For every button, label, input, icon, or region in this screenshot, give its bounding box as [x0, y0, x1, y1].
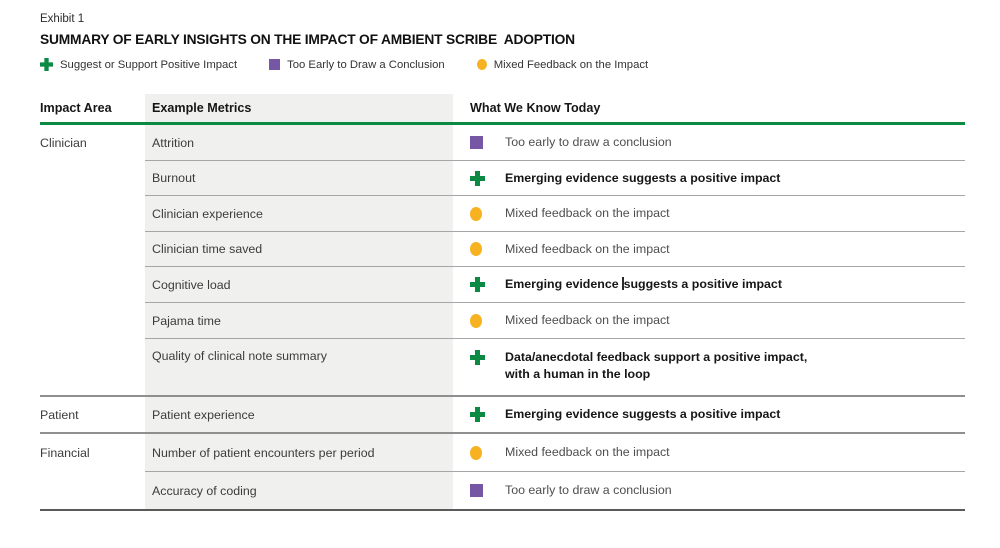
too-early-square-icon	[269, 59, 281, 70]
table-row: Clinician experience Mixed feedback on t…	[40, 196, 965, 232]
status-cell: Data/anecdotal feedback support a positi…	[453, 339, 965, 395]
metric-cell: Patient experience	[145, 397, 453, 432]
metric-cell: Clinician time saved	[145, 232, 453, 267]
impact-area-cell	[40, 303, 145, 339]
status-text: Too early to draw a conclusion	[505, 483, 672, 497]
positive-plus-icon	[470, 170, 485, 186]
status-cell: Too early to draw a conclusion	[453, 472, 965, 509]
positive-plus-icon	[40, 58, 53, 71]
legend-label: Suggest or Support Positive Impact	[60, 58, 238, 71]
status-cell: Emerging evidence suggests a positive im…	[453, 397, 965, 432]
mixed-circle-icon	[470, 445, 485, 460]
status-cell: Mixed feedback on the impact	[453, 232, 965, 267]
status-text: Data/anecdotal feedback support a positi…	[505, 349, 807, 383]
status-cell: Mixed feedback on the impact	[453, 434, 965, 472]
table-row: Financial Number of patient encounters p…	[40, 434, 965, 472]
legend-label: Too Early to Draw a Conclusion	[287, 58, 445, 71]
metric-cell: Quality of clinical note summary	[145, 339, 453, 395]
column-header-example-metrics: Example Metrics	[145, 94, 453, 122]
column-header-impact-area: Impact Area	[40, 101, 112, 115]
status-text: Mixed feedback on the impact	[505, 445, 670, 459]
table-row: Pajama time Mixed feedback on the impact	[40, 303, 965, 339]
status-cell: Emerging evidence suggests a positive im…	[453, 161, 965, 196]
status-cell: Emerging evidence suggests a positive im…	[453, 267, 965, 303]
text-cursor	[622, 277, 624, 290]
mixed-circle-icon	[470, 313, 485, 328]
status-text: Emerging evidence suggests a positive im…	[505, 276, 782, 293]
positive-plus-icon	[470, 277, 485, 292]
metric-cell: Accuracy of coding	[145, 472, 453, 509]
status-cell: Too early to draw a conclusion	[453, 125, 965, 161]
impact-area-cell	[40, 161, 145, 196]
impact-table: Impact Area Example Metrics What We Know…	[40, 94, 965, 511]
metric-cell: Number of patient encounters per period	[145, 434, 453, 472]
metric-cell: Cognitive load	[145, 267, 453, 303]
legend-item-positive: Suggest or Support Positive Impact	[40, 58, 237, 71]
status-cell: Mixed feedback on the impact	[453, 196, 965, 232]
too-early-square-icon	[470, 484, 485, 497]
status-line-1: Data/anecdotal feedback support a positi…	[505, 350, 808, 364]
impact-area-cell	[40, 472, 145, 509]
status-text: Emerging evidence suggests a positive im…	[505, 170, 781, 185]
metric-cell: Pajama time	[145, 303, 453, 339]
legend-item-mixed: Mixed Feedback on the Impact	[476, 58, 649, 71]
table-row: Clinician time saved Mixed feedback on t…	[40, 232, 965, 267]
table-row: Patient Patient experience Emerging evid…	[40, 397, 965, 434]
impact-area-cell	[40, 232, 145, 267]
table-row: Accuracy of coding Too early to draw a c…	[40, 472, 965, 509]
status-text: Too early to draw a conclusion	[505, 135, 672, 149]
status-text: Mixed feedback on the impact	[505, 206, 670, 220]
status-text-before-cursor: Emerging evidence	[505, 277, 623, 291]
table-row: Clinician Attrition Too early to draw a …	[40, 125, 965, 161]
column-header-what-we-know: What We Know Today	[470, 101, 601, 115]
mixed-circle-icon	[470, 206, 485, 221]
impact-area-cell: Financial	[40, 446, 90, 460]
impact-area-cell	[40, 267, 145, 303]
metric-cell: Burnout	[145, 161, 453, 196]
exhibit-document: Exhibit 1 SUMMARY OF EARLY INSIGHTS ON T…	[40, 13, 965, 511]
legend-label: Mixed Feedback on the Impact	[493, 58, 649, 71]
metric-cell: Clinician experience	[145, 196, 453, 232]
exhibit-label: Exhibit 1	[40, 13, 85, 25]
metric-cell: Attrition	[145, 125, 453, 161]
status-text-after-cursor: suggests a positive impact	[623, 277, 782, 291]
table-row: Burnout Emerging evidence suggests a pos…	[40, 161, 965, 196]
status-line-2: with a human in the loop	[505, 367, 651, 381]
status-cell: Mixed feedback on the impact	[453, 303, 965, 339]
table-row: Cognitive load Emerging evidence suggest…	[40, 267, 965, 303]
impact-area-cell: Clinician	[40, 136, 87, 150]
mixed-circle-icon	[476, 59, 487, 70]
status-text: Emerging evidence suggests a positive im…	[505, 407, 781, 421]
impact-area-cell	[40, 196, 145, 232]
table-row: Quality of clinical note summary Data/an…	[40, 339, 965, 397]
legend: Suggest or Support Positive Impact Too E…	[40, 58, 965, 71]
legend-item-too-early: Too Early to Draw a Conclusion	[269, 59, 445, 71]
too-early-square-icon	[470, 136, 485, 149]
positive-plus-icon	[470, 350, 485, 365]
impact-area-cell: Patient	[40, 407, 79, 422]
status-text: Mixed feedback on the impact	[505, 241, 670, 256]
table-header-row: Impact Area Example Metrics What We Know…	[40, 94, 965, 125]
page-title: SUMMARY OF EARLY INSIGHTS ON THE IMPACT …	[40, 32, 575, 47]
positive-plus-icon	[470, 407, 485, 422]
status-text: Mixed feedback on the impact	[505, 313, 670, 327]
impact-area-cell	[40, 339, 145, 395]
mixed-circle-icon	[470, 242, 485, 256]
